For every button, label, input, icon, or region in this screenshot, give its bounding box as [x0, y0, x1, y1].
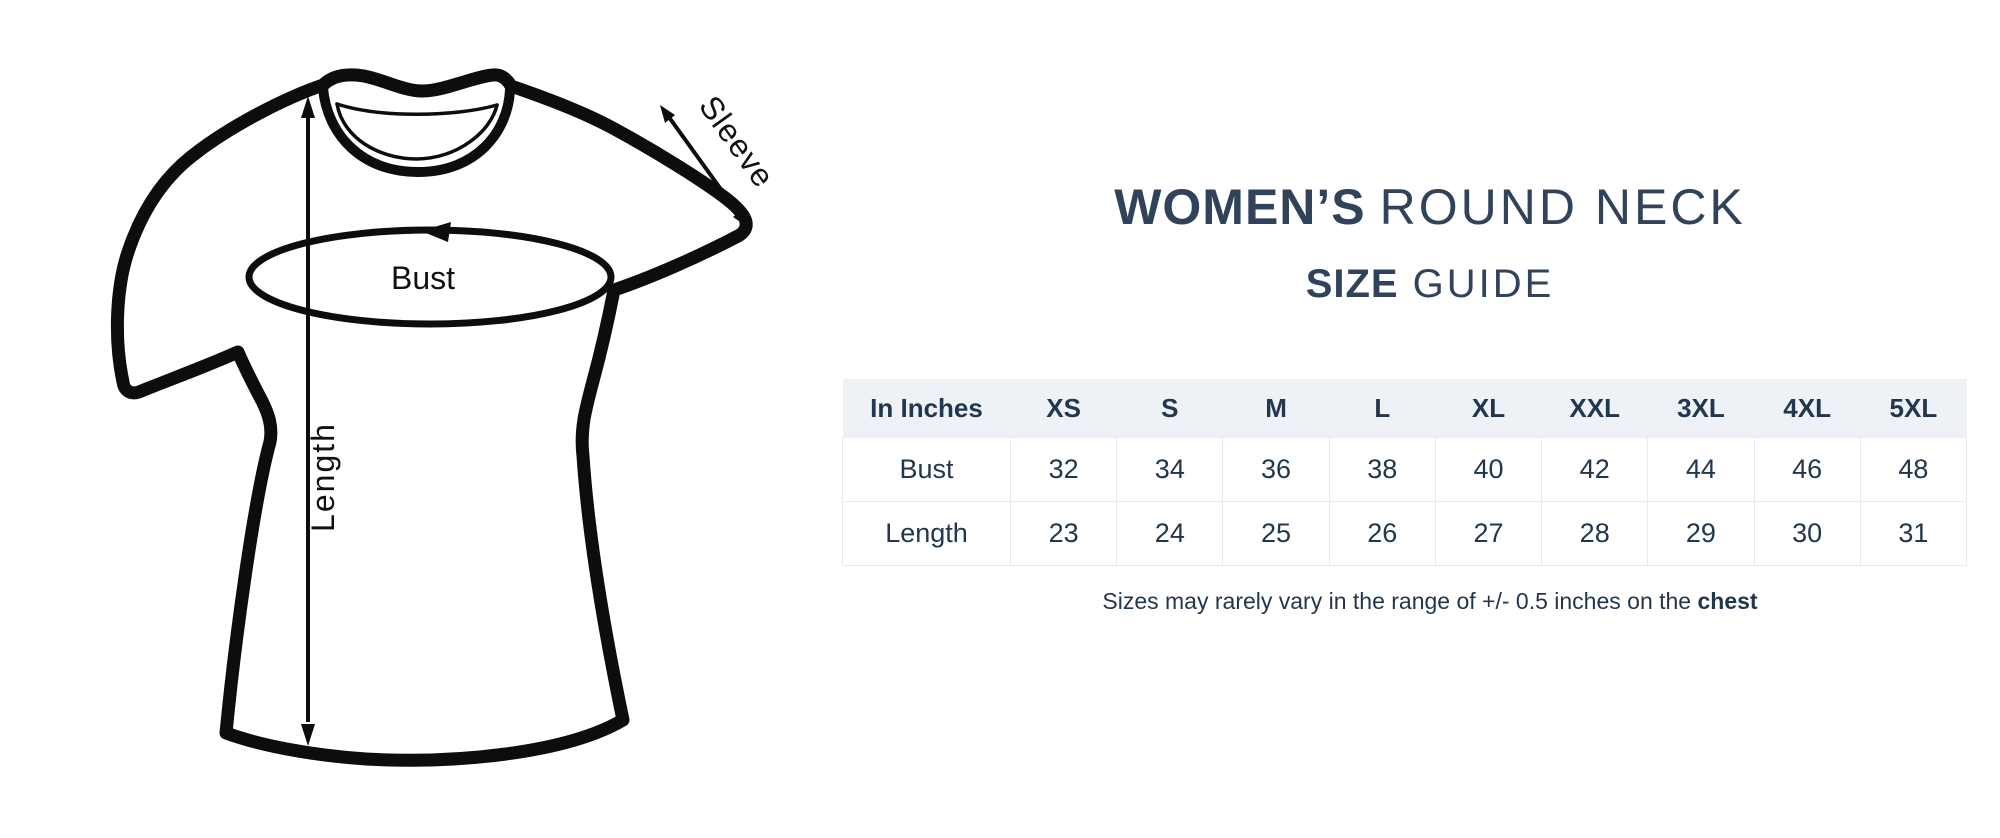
size-value-cell: 30 [1753, 501, 1861, 566]
bust-row: Bust 32 34 36 38 40 42 44 46 48 [842, 437, 1968, 502]
size-value-cell: 46 [1753, 437, 1861, 502]
length-row: Length 23 24 25 26 27 28 29 30 31 [842, 501, 1968, 566]
size-column-header: XL [1435, 379, 1542, 438]
measure-row-label: Bust [842, 437, 1011, 502]
subtitle-guide: GUIDE [1412, 262, 1555, 306]
size-value-cell: 31 [1859, 501, 1968, 566]
size-value-cell: 34 [1116, 437, 1224, 502]
measure-row-label: Length [842, 501, 1011, 566]
size-variance-note: Sizes may rarely vary in the range of +/… [840, 588, 2000, 615]
size-variance-note-bold-word: chest [1697, 588, 1758, 614]
size-variance-note-text: Sizes may rarely vary in the range of +/… [1102, 588, 1698, 614]
bust-arrowhead [421, 222, 451, 242]
size-column-header: 5XL [1860, 379, 1967, 438]
sleeve-measure-line [664, 111, 745, 222]
collar-ring-outline [318, 83, 515, 178]
sleeve-arrowhead-top [660, 105, 675, 123]
tshirt-measurement-diagram: Bust Length Sleeve [110, 68, 782, 767]
size-value-cell: 27 [1434, 501, 1543, 566]
size-value-cell: 38 [1328, 437, 1436, 502]
unit-header-cell: In Inches [842, 379, 1011, 438]
size-value-cell: 36 [1222, 437, 1330, 502]
size-value-cell: 44 [1647, 437, 1755, 502]
size-value-cell: 23 [1009, 501, 1118, 566]
page-subtitle: SIZE GUIDE [840, 262, 2000, 306]
length-arrowhead-up [301, 96, 315, 118]
size-value-cell: 42 [1541, 437, 1649, 502]
size-value-cell: 28 [1541, 501, 1649, 566]
sleeve-arrowhead-bottom [733, 209, 748, 227]
page-title: WOMEN’S ROUND NECK [840, 180, 2000, 235]
size-value-cell: 32 [1009, 437, 1118, 502]
collar-band-top-line [335, 102, 499, 116]
title-round-neck: ROUND NECK [1379, 179, 1746, 235]
size-column-header: 3XL [1647, 379, 1755, 438]
collar-band-bottom-line [335, 102, 499, 161]
size-column-header: 4XL [1754, 379, 1861, 438]
tshirt-outline [110, 68, 753, 767]
size-value-cell: 40 [1434, 437, 1543, 502]
bust-label: Bust [391, 260, 455, 296]
length-arrowhead-down [301, 724, 315, 746]
size-value-cell: 48 [1859, 437, 1968, 502]
size-column-header: M [1222, 379, 1330, 438]
size-value-cell: 29 [1647, 501, 1755, 566]
size-value-cell: 25 [1222, 501, 1330, 566]
size-value-cell: 26 [1328, 501, 1436, 566]
size-value-cell: 24 [1116, 501, 1224, 566]
size-table-header-row: In Inches XS S M L XL XXL 3XL 4XL 5XL [842, 379, 1967, 438]
size-column-header: XS [1010, 379, 1117, 438]
subtitle-size: SIZE [1305, 262, 1399, 306]
size-column-header: XXL [1541, 379, 1648, 438]
length-label: Length [305, 422, 341, 532]
size-chart-table: In Inches XS S M L XL XXL 3XL 4XL 5XL Bu… [842, 379, 1968, 566]
title-womens: WOMEN’S [1114, 179, 1366, 235]
size-column-header: L [1329, 379, 1436, 438]
size-column-header: S [1116, 379, 1223, 438]
